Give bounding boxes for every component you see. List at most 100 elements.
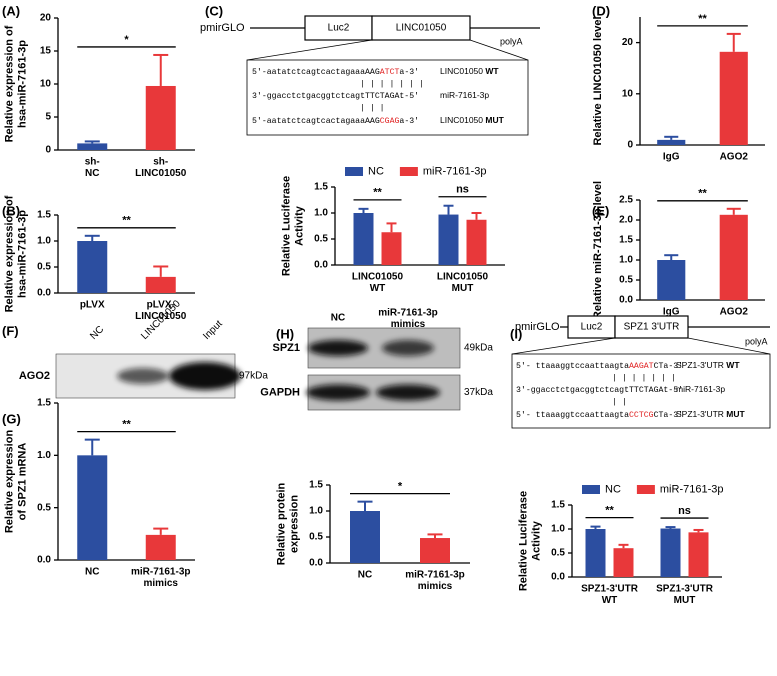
- bar: [77, 241, 108, 293]
- y-axis-label: Relative LuciferaseActivity: [281, 176, 306, 276]
- legend-label: NC: [368, 165, 384, 177]
- lane-label: NC: [331, 313, 345, 324]
- y-tick-label: 1.5: [551, 500, 565, 511]
- sequence: 5'-aatatctcagtcactagaaaAAGATCTa-3': [252, 67, 419, 77]
- bar: [145, 276, 176, 293]
- y-tick-label: 0.5: [551, 548, 565, 559]
- legend-label: NC: [605, 483, 621, 495]
- zoom-line: [511, 337, 616, 355]
- legend-label: miR-7161-3p: [423, 165, 487, 177]
- sequence-part: 5'- ttaaaggtccaattaagta: [516, 361, 629, 371]
- x-tick-label: miR-7161-3p mimics: [131, 566, 190, 589]
- y-tick-label: 1.0: [37, 450, 51, 461]
- vector-box-label: LINC01050: [396, 23, 447, 34]
- x-tick-label: IgG: [663, 307, 680, 318]
- panel-label: (B): [2, 203, 20, 218]
- significance-label: ns: [678, 505, 691, 517]
- y-axis-label: Relative miR-7161-3p level: [592, 181, 604, 319]
- y-axis-label: Relative expressionof SPZ1 mRNA: [4, 430, 29, 534]
- sequence-part: | | |: [360, 103, 385, 113]
- vector-box-label: Luc2: [328, 23, 350, 34]
- y-tick-label: 0.5: [314, 234, 328, 245]
- bar: [585, 529, 606, 577]
- sequence-part: | |: [612, 397, 627, 407]
- bar: [660, 528, 681, 577]
- y-tick-label: 0.0: [309, 558, 323, 569]
- band: [308, 340, 368, 356]
- sequence: 3'-ggacctctgacggtctcagtTTCTAGAt-5': [516, 385, 683, 395]
- y-tick-label: 2.0: [619, 215, 633, 226]
- bar: [77, 455, 108, 560]
- zoom-line: [687, 337, 771, 355]
- sequence-part: AAGAT: [629, 362, 654, 371]
- vector-box: [614, 315, 689, 339]
- zoom-line: [469, 39, 529, 61]
- significance-label: **: [122, 215, 131, 227]
- y-tick-label: 1.0: [619, 255, 633, 266]
- sequence-part: ATCT: [380, 68, 400, 77]
- x-tick-label: miR-7161-3p mimics: [405, 569, 464, 592]
- sequence-label-tag: MUT: [485, 115, 504, 125]
- vector-tail: polyA: [500, 36, 523, 46]
- bar: [466, 219, 487, 265]
- vector-name: pmirGLO: [515, 321, 560, 333]
- x-tick-label: AGO2: [720, 152, 749, 163]
- bar: [145, 85, 176, 150]
- x-tick-label: NC: [85, 567, 99, 578]
- bar: [613, 548, 634, 577]
- bar: [353, 213, 374, 265]
- y-tick-label: 0.5: [619, 275, 633, 286]
- sequence: 3'-ggacctctgacggtctcagtTTCTAGAt-5': [252, 91, 419, 101]
- band: [376, 384, 440, 401]
- sequence-part: 5'-aatatctcagtcactagaaaAAG: [252, 67, 380, 77]
- y-axis-label: Relative proteinexpression: [276, 482, 301, 565]
- legend-swatch: [399, 167, 418, 176]
- bar: [145, 534, 176, 560]
- sequence-label-tag: WT: [726, 360, 740, 370]
- blot-size-label: 37kDa: [464, 387, 493, 398]
- sequence-label-name: SPZ1-3'UTR: [676, 360, 724, 370]
- sequence-part: 3'-ggacctctgacggtctcagtTTCTAGAt-5': [252, 91, 419, 101]
- bar: [688, 532, 709, 577]
- bar: [350, 511, 380, 563]
- sequence-label-tag: MUT: [726, 409, 745, 419]
- y-tick-label: 1.5: [37, 210, 51, 221]
- sequence: 5'- ttaaaggtccaattaagtaAAGATCTa-3': [516, 361, 683, 371]
- x-tick-label: NC: [358, 570, 372, 581]
- bar: [719, 214, 748, 300]
- sequence-label-name: miR-7161-3p: [440, 90, 489, 100]
- x-tick-label: IgG: [663, 152, 680, 163]
- lane-label: Input: [201, 318, 225, 342]
- x-tick-label: LINC01050 MUT: [437, 271, 489, 294]
- vector-tail: polyA: [745, 336, 768, 346]
- x-tick-label: SPZ1-3'UTR MUT: [656, 583, 714, 606]
- y-tick-label: 0.0: [551, 572, 565, 583]
- panel-label: (I): [510, 326, 522, 341]
- panel-label: (C): [205, 3, 223, 18]
- significance-label: **: [698, 13, 707, 25]
- y-tick-label: 1.5: [314, 182, 328, 193]
- x-tick-label: pLVX: [80, 300, 105, 311]
- legend-label: miR-7161-3p: [660, 483, 724, 495]
- band: [382, 340, 434, 356]
- significance-label: *: [398, 481, 403, 493]
- legend-swatch: [345, 167, 363, 176]
- significance-label: **: [605, 505, 614, 517]
- y-tick-label: 20: [40, 13, 52, 24]
- legend-swatch: [636, 485, 655, 494]
- bar: [381, 232, 402, 265]
- sequence: | | | | | | |: [612, 373, 676, 383]
- panel-label: (E): [592, 203, 609, 218]
- y-tick-label: 1.0: [551, 524, 565, 535]
- sequence-part: CGAG: [380, 117, 400, 126]
- bar: [77, 143, 108, 150]
- sequence-part: CTa-3': [654, 410, 683, 420]
- legend-swatch: [582, 485, 600, 494]
- panel-label: (F): [2, 323, 19, 338]
- sequence-label: miR-7161-3p: [676, 384, 725, 394]
- y-axis-label: Relative expression ofhsa-miR-7161-3p: [4, 195, 29, 312]
- significance-label: ns: [456, 184, 469, 196]
- blot-row-label: GAPDH: [260, 386, 300, 398]
- significance-label: *: [124, 34, 129, 46]
